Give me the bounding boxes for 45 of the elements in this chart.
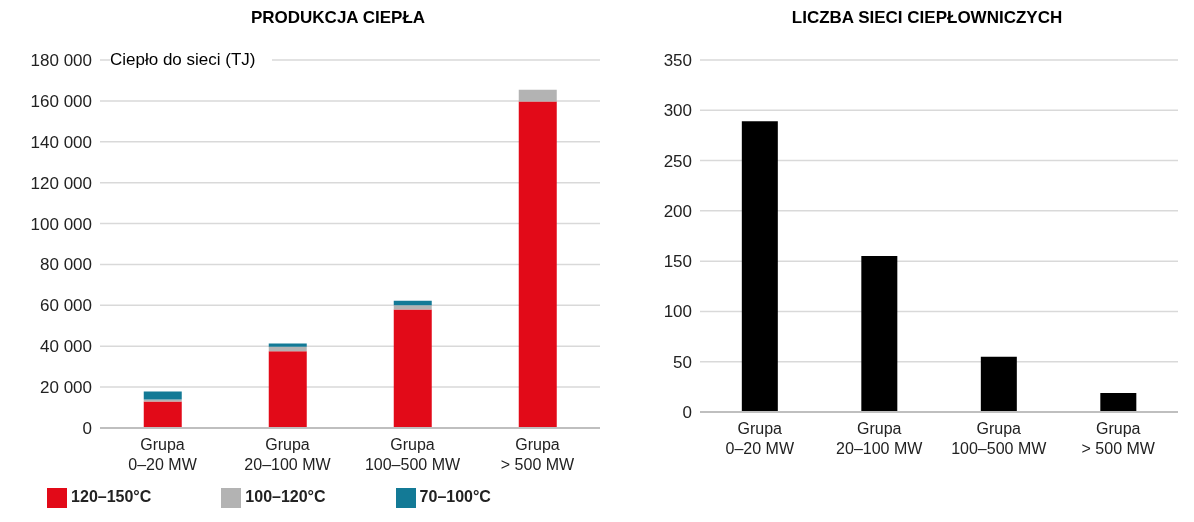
x-tick-label: Grupa 0–20 MW bbox=[128, 436, 198, 473]
x-tick-label: Grupa > 500 MW bbox=[1081, 420, 1156, 457]
bar bbox=[393, 309, 432, 428]
y-tick-label: 0 bbox=[82, 419, 92, 439]
bar bbox=[741, 121, 778, 412]
x-tick-label: Grupa 20–100 MW bbox=[836, 420, 924, 457]
legend-label: 100–120°C bbox=[245, 488, 326, 506]
chart-title: PRODUKCJA CIEPŁA bbox=[249, 8, 427, 29]
legend-label: 70–100°C bbox=[419, 488, 491, 506]
y-tick-label: 40 000 bbox=[40, 337, 92, 357]
y-tick-label: 300 bbox=[663, 101, 692, 121]
legend-label: 120–150°C bbox=[71, 488, 152, 506]
bar bbox=[518, 101, 557, 428]
x-tick-label: Grupa 0–20 MW bbox=[725, 420, 795, 457]
y-tick-label: 350 bbox=[663, 51, 692, 71]
x-tick-label: Grupa > 500 MW bbox=[500, 436, 576, 473]
y-tick-label: 180 000 bbox=[30, 51, 92, 71]
bar bbox=[861, 256, 898, 412]
y-tick-label: 100 000 bbox=[30, 214, 92, 234]
x-tick-label: Grupa 100–500 MW bbox=[951, 420, 1048, 457]
y-tick-label: 80 000 bbox=[40, 255, 92, 275]
y-tick-label: 140 000 bbox=[30, 132, 92, 152]
bar bbox=[268, 343, 307, 347]
y-tick-label: 160 000 bbox=[30, 91, 92, 111]
y-tick-label: 60 000 bbox=[40, 296, 92, 316]
y-tick-label: 20 000 bbox=[40, 378, 92, 398]
bar bbox=[1100, 392, 1137, 412]
y-tick-label: 250 bbox=[663, 151, 692, 171]
bar bbox=[143, 399, 182, 402]
chart-title: LICZBA SIECI CIEPŁOWNICZYCH bbox=[790, 8, 1064, 29]
y-tick-label: 50 bbox=[673, 352, 692, 372]
bar bbox=[393, 305, 432, 310]
y-tick-label: 150 bbox=[663, 252, 692, 272]
y-axis-title: Ciepło do sieci (TJ) bbox=[110, 50, 272, 70]
bar bbox=[980, 356, 1017, 412]
x-tick-label: Grupa 100–500 MW bbox=[364, 436, 461, 473]
y-tick-label: 200 bbox=[663, 201, 692, 221]
bar bbox=[143, 391, 182, 400]
x-tick-label: Grupa 20–100 MW bbox=[244, 436, 332, 473]
bar bbox=[268, 351, 307, 428]
y-tick-label: 100 bbox=[663, 302, 692, 322]
y-tick-label: 0 bbox=[682, 403, 692, 423]
bar bbox=[518, 89, 557, 102]
y-tick-label: 120 000 bbox=[30, 173, 92, 193]
bar bbox=[143, 401, 182, 428]
